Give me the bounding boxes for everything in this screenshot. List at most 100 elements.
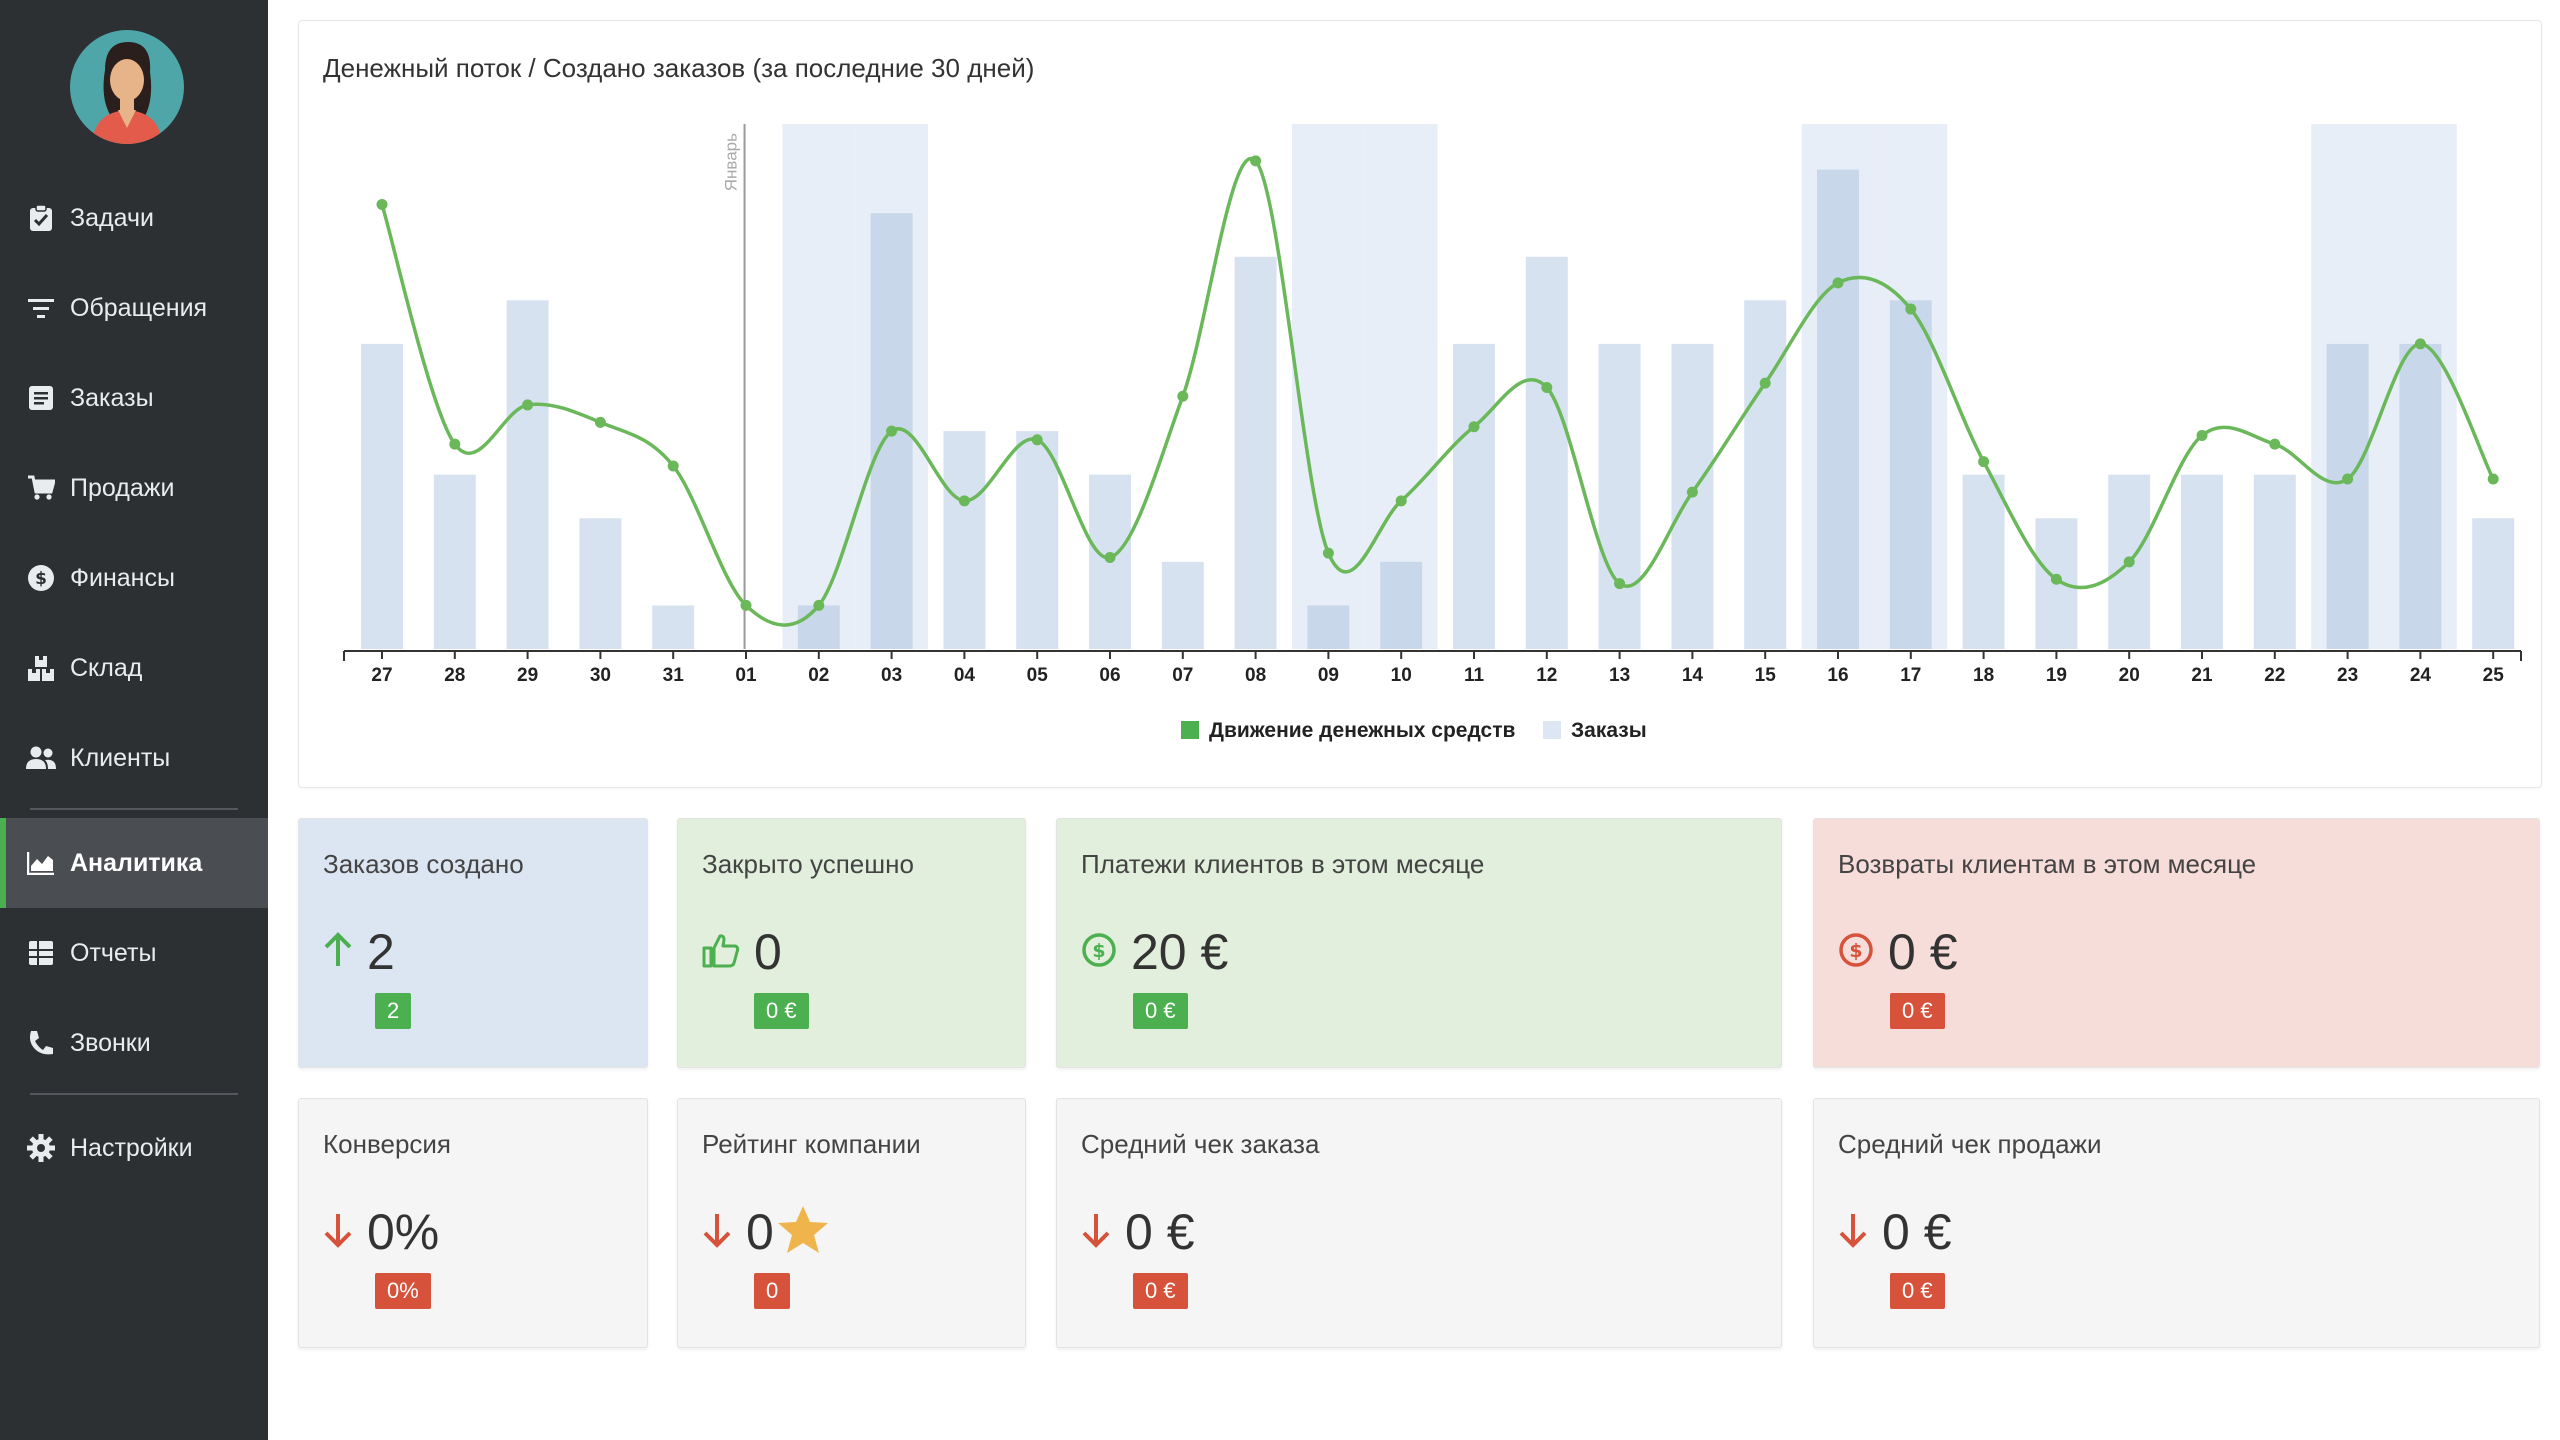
- bar-orders: [1234, 256, 1277, 649]
- card-label: Средний чек заказа: [1081, 1129, 1320, 1159]
- sidebar-item-orders[interactable]: Заказы: [0, 353, 268, 443]
- x-tick-label: 22: [2264, 665, 2285, 686]
- dollar-circle-green-icon: $: [1081, 932, 1117, 973]
- x-tick-label: 30: [590, 665, 611, 686]
- cashflow-point: [1614, 578, 1626, 590]
- sidebar-item-sales[interactable]: Продажи: [0, 443, 268, 533]
- sidebar-item-settings[interactable]: Настройки: [0, 1103, 268, 1193]
- cashflow-point: [1686, 486, 1698, 498]
- sidebar-item-finance[interactable]: $ Финансы: [0, 533, 268, 623]
- cashflow-point: [1322, 547, 1334, 559]
- bar-orders: [1380, 561, 1423, 649]
- sidebar-item-clients[interactable]: Клиенты: [0, 713, 268, 803]
- sidebar-item-label: Клиенты: [70, 743, 171, 772]
- card-badge: 0: [754, 1273, 791, 1309]
- boxes-icon: [26, 653, 56, 683]
- svg-text:$: $: [35, 569, 47, 589]
- card-badge: 2: [375, 993, 412, 1029]
- x-tick-label: 27: [371, 665, 392, 686]
- month-marker-label: Январь: [722, 133, 741, 191]
- card-value: 20 €: [1131, 924, 1229, 980]
- x-tick-label: 07: [1172, 665, 1193, 686]
- svg-text:$: $: [1092, 940, 1105, 962]
- card-badge: 0 €: [754, 993, 809, 1029]
- x-tick-label: 16: [1827, 665, 1848, 686]
- users-icon: [26, 743, 56, 773]
- sidebar-item-label: Отчеты: [70, 938, 157, 967]
- bar-orders: [1744, 300, 1787, 649]
- card-badge: 0 €: [1133, 993, 1188, 1029]
- sidebar-item-tasks[interactable]: Задачи: [0, 173, 268, 263]
- highlight-band: [1364, 124, 1438, 649]
- x-tick-label: 12: [1536, 665, 1557, 686]
- x-tick-label: 02: [808, 665, 829, 686]
- card-value: 0%: [367, 1204, 440, 1260]
- x-tick-label: 06: [1099, 665, 1120, 686]
- card-label: Конверсия: [323, 1129, 452, 1159]
- x-tick-label: 11: [1464, 665, 1485, 686]
- cashflow-point: [1832, 277, 1844, 289]
- bar-orders: [2326, 343, 2369, 649]
- x-tick-label: 21: [2191, 665, 2213, 686]
- avatar[interactable]: [70, 30, 184, 144]
- card-value: 0 €: [1125, 1204, 1195, 1260]
- card-label: Платежи клиентов в этом месяце: [1081, 849, 1485, 879]
- sidebar-divider: [30, 1093, 238, 1095]
- bar-orders: [1962, 474, 2005, 649]
- card-client-payments: Платежи клиентов в этом месяце $ 20 € 0 …: [1056, 818, 1782, 1068]
- chart-title: Денежный поток / Создано заказов (за пос…: [323, 53, 1035, 83]
- x-tick-label: 15: [1755, 665, 1777, 686]
- card-badge: 0 €: [1890, 993, 1945, 1029]
- legend-swatch-cashflow: [1181, 721, 1199, 739]
- sidebar-item-analytics[interactable]: Аналитика: [0, 818, 268, 908]
- card-label: Возвраты клиентам в этом месяце: [1838, 849, 2257, 879]
- cashflow-point: [376, 198, 388, 210]
- bar-orders: [506, 300, 549, 649]
- bar-orders: [361, 343, 403, 649]
- x-tick-label: 24: [2410, 665, 2432, 686]
- cashflow-point: [2123, 556, 2135, 568]
- table-icon: [26, 938, 56, 968]
- sidebar-item-warehouse[interactable]: Склад: [0, 623, 268, 713]
- sidebar-item-label: Настройки: [70, 1133, 193, 1162]
- cashflow-point: [594, 416, 606, 428]
- sidebar-item-label: Аналитика: [70, 848, 203, 877]
- svg-text:$: $: [1849, 940, 1862, 962]
- phone-icon: [26, 1028, 56, 1058]
- shopping-cart-icon: [26, 473, 56, 503]
- x-tick-label: 28: [444, 665, 465, 686]
- arrow-down-icon: [1838, 1212, 1868, 1253]
- sidebar-item-tickets[interactable]: Обращения: [0, 263, 268, 353]
- cashflow-point: [2487, 473, 2499, 485]
- cashflow-point: [1978, 456, 1990, 468]
- x-tick-label: 29: [517, 665, 538, 686]
- cashflow-point: [886, 425, 898, 437]
- card-conversion: Конверсия 0% 0%: [298, 1098, 648, 1348]
- cashflow-point: [1541, 382, 1553, 393]
- cashflow-point: [2414, 338, 2426, 350]
- sidebar-item-calls[interactable]: Звонки: [0, 998, 268, 1088]
- highlight-band: [782, 124, 856, 649]
- sidebar-item-reports[interactable]: Отчеты: [0, 908, 268, 998]
- sidebar-item-label: Обращения: [70, 293, 208, 322]
- bar-orders: [1016, 431, 1059, 649]
- x-tick-label: 09: [1318, 665, 1339, 686]
- clipboard-check-icon: [26, 203, 56, 233]
- cashflow-point: [740, 599, 752, 611]
- bar-orders: [797, 605, 840, 649]
- sidebar-item-label: Заказы: [70, 383, 154, 412]
- card-value: 0 €: [1882, 1204, 1952, 1260]
- x-tick-label: 05: [1027, 665, 1049, 686]
- x-tick-label: 17: [1900, 665, 1921, 686]
- cashflow-point: [1104, 551, 1116, 563]
- cashflow-point: [2342, 473, 2354, 485]
- cashflow-point: [1177, 390, 1189, 402]
- legend-label-orders: Заказы: [1571, 719, 1647, 742]
- bar-orders: [2253, 474, 2296, 649]
- bar-orders: [943, 431, 986, 649]
- card-client-refunds: Возвраты клиентам в этом месяце $ 0 € 0 …: [1813, 818, 2540, 1068]
- card-badge: 0 €: [1133, 1273, 1188, 1309]
- card-avg-order-value: Средний чек заказа 0 € 0 €: [1056, 1098, 1782, 1348]
- highlight-band: [1292, 124, 1365, 649]
- cashflow-point: [1468, 421, 1480, 433]
